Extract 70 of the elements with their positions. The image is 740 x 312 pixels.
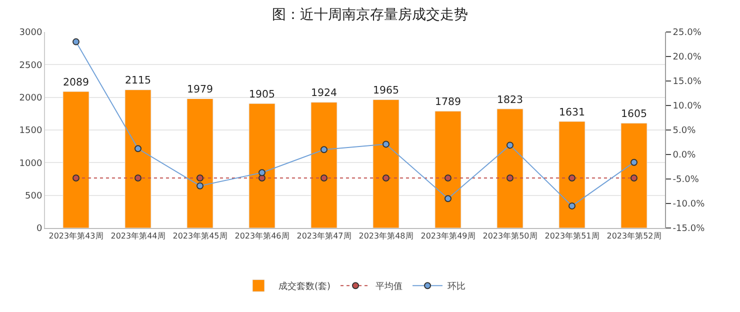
point [72, 38, 80, 46]
y-tick-label: 2500 [19, 60, 42, 71]
data-label: 1905 [248, 89, 276, 100]
x-tick-label: 2023年第48周 [358, 232, 414, 241]
data-label: 2089 [62, 77, 90, 88]
bar [372, 99, 400, 228]
point [134, 174, 142, 182]
y2-tick-label: 0.0% [672, 150, 696, 161]
x-tick-label: 2023年第52周 [606, 232, 662, 241]
y2-tick-label: 15.0% [672, 77, 702, 88]
x-tick-label: 2023年第50周 [482, 232, 538, 241]
x-tick-label: 2023年第44周 [110, 232, 166, 241]
bar [186, 98, 214, 228]
point [630, 158, 638, 166]
point [320, 174, 328, 182]
y2-tick-label: -15.0% [672, 224, 706, 234]
point [382, 140, 390, 148]
bar [124, 90, 152, 228]
legend-label: 成交套数(套) [278, 281, 331, 292]
point [568, 174, 576, 182]
x-tick-label: 2023年第46周 [234, 232, 290, 241]
y2-tick-label: 10.0% [672, 102, 702, 112]
data-label: 1789 [434, 96, 462, 108]
point [134, 145, 142, 152]
data-label: 2115 [124, 76, 152, 87]
bar [62, 91, 90, 228]
point [444, 174, 452, 182]
chart-title: 图：近十周南京存量房成交走势 [272, 7, 468, 24]
point [506, 174, 514, 182]
data-label: 1605 [620, 108, 648, 120]
point [72, 174, 80, 182]
y2-tick-label: 20.0% [672, 52, 702, 63]
legend-label: 平均值 [376, 281, 403, 292]
point [506, 142, 514, 149]
bar [310, 102, 338, 228]
data-label: 1979 [186, 84, 214, 96]
point [196, 174, 204, 182]
data-label: 1823 [496, 94, 524, 106]
point [382, 174, 390, 182]
y-tick-label: 1000 [19, 158, 42, 169]
x-tick-label: 2023年第49周 [420, 232, 476, 241]
bar [434, 110, 462, 228]
y-tick-label: 1500 [19, 126, 42, 136]
point [196, 182, 204, 190]
x-tick-label: 2023年第43周 [48, 232, 104, 241]
y-tick-label: 500 [25, 191, 42, 202]
point [258, 174, 266, 182]
x-tick-label: 2023年第45周 [172, 232, 228, 241]
y2-tick-label: -5.0% [672, 175, 700, 186]
bar [558, 121, 586, 228]
point [258, 169, 266, 176]
point [568, 202, 576, 210]
bar [620, 122, 648, 228]
legend-label: 环比 [448, 281, 466, 292]
bar [248, 103, 276, 228]
y-tick-label: 2000 [19, 93, 42, 104]
data-label: 1965 [372, 85, 400, 96]
data-label: 1631 [558, 107, 586, 118]
y-tick-label: 0 [36, 224, 42, 234]
y-tick-label: 3000 [19, 28, 42, 38]
point [320, 146, 328, 154]
bar [496, 108, 524, 228]
point [630, 174, 638, 182]
x-tick-label: 2023年第51周 [544, 232, 600, 241]
y2-tick-label: 5.0% [672, 126, 696, 136]
x-tick-label: 2023年第47周 [296, 232, 352, 241]
y2-tick-label: 25.0% [672, 28, 702, 38]
y2-tick-label: -10.0% [672, 200, 706, 210]
data-label: 1924 [310, 88, 338, 100]
point [444, 195, 452, 202]
